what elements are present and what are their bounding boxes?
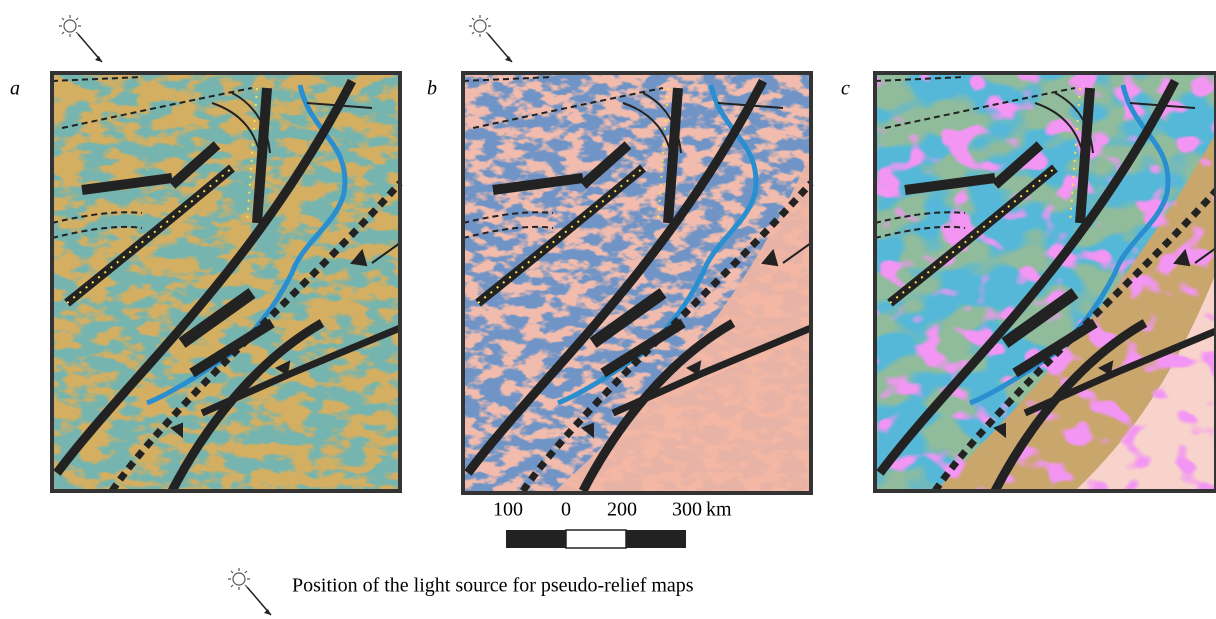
map-c <box>875 71 1216 491</box>
scale-label: 300 <box>672 499 702 521</box>
scale-label: 0 <box>561 499 571 521</box>
map-b <box>463 71 811 493</box>
panel-label: c <box>841 78 850 100</box>
legend-text: Position of the light source for pseudo-… <box>292 575 694 597</box>
sun-icon <box>227 567 272 616</box>
scale-label: 200 <box>607 499 637 521</box>
scale-unit: km <box>706 499 732 521</box>
map-a <box>52 71 400 491</box>
panel-label: a <box>10 78 20 100</box>
scale-label: 100 <box>493 499 523 521</box>
panel-label: b <box>427 78 437 100</box>
sun-icon <box>58 14 103 63</box>
sun-icon <box>468 14 513 63</box>
scale-bar: 100 0 200 300 km <box>493 499 732 549</box>
